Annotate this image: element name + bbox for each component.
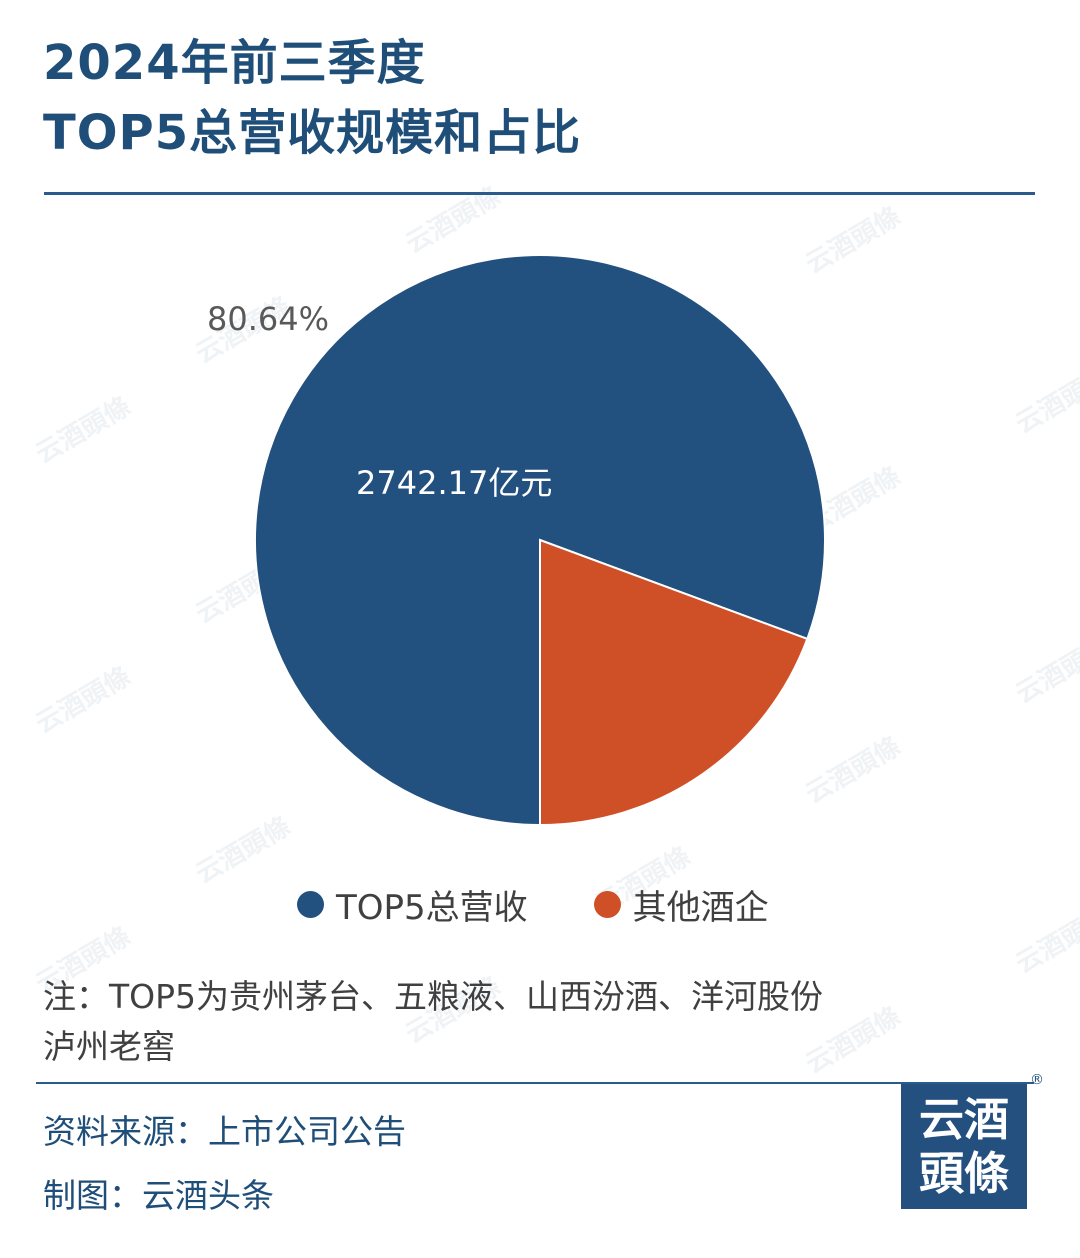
registered-mark: ®	[1030, 1072, 1044, 1088]
made-by-text: 制图：云酒头条	[43, 1176, 274, 1215]
title-line-1: 2024年前三季度	[43, 35, 426, 91]
legend-label-others: 其他酒企	[632, 888, 769, 928]
legend: TOP5总营收 其他酒企	[297, 880, 835, 929]
pie-slice-others	[539, 538, 809, 827]
value-label-top5: 2742.17亿元	[356, 464, 553, 502]
bottom-divider	[36, 1082, 1034, 1084]
data-source-text: 资料来源：上市公司公告	[43, 1112, 406, 1151]
source-block: 资料来源：上市公司公告 制图：云酒头条	[43, 1100, 406, 1228]
legend-dot-others	[593, 891, 621, 918]
legend-label-top5: TOP5总营收	[336, 888, 528, 928]
legend-dot-top5	[297, 891, 324, 918]
logo-line-2: 頭條	[918, 1146, 1009, 1200]
top-divider	[44, 192, 1035, 195]
percent-label-top5: 80.64%	[207, 300, 330, 338]
logo-line-1: 云酒	[918, 1092, 1009, 1146]
note-line-1: 注：TOP5为贵州茅台、五粮液、山西汾酒、洋河股份	[43, 977, 824, 1016]
legend-item-top5: TOP5总营收	[297, 880, 528, 929]
chart-note: 注：TOP5为贵州茅台、五粮液、山西汾酒、洋河股份 泸州老窖	[43, 972, 823, 1072]
note-line-2: 泸州老窖	[43, 1027, 175, 1066]
legend-item-others: 其他酒企	[593, 880, 769, 929]
brand-logo: 云酒 頭條	[901, 1084, 1027, 1209]
chart-title: 2024年前三季度 TOP5总营收规模和占比	[43, 28, 581, 168]
title-line-2: TOP5总营收规模和占比	[43, 105, 582, 161]
